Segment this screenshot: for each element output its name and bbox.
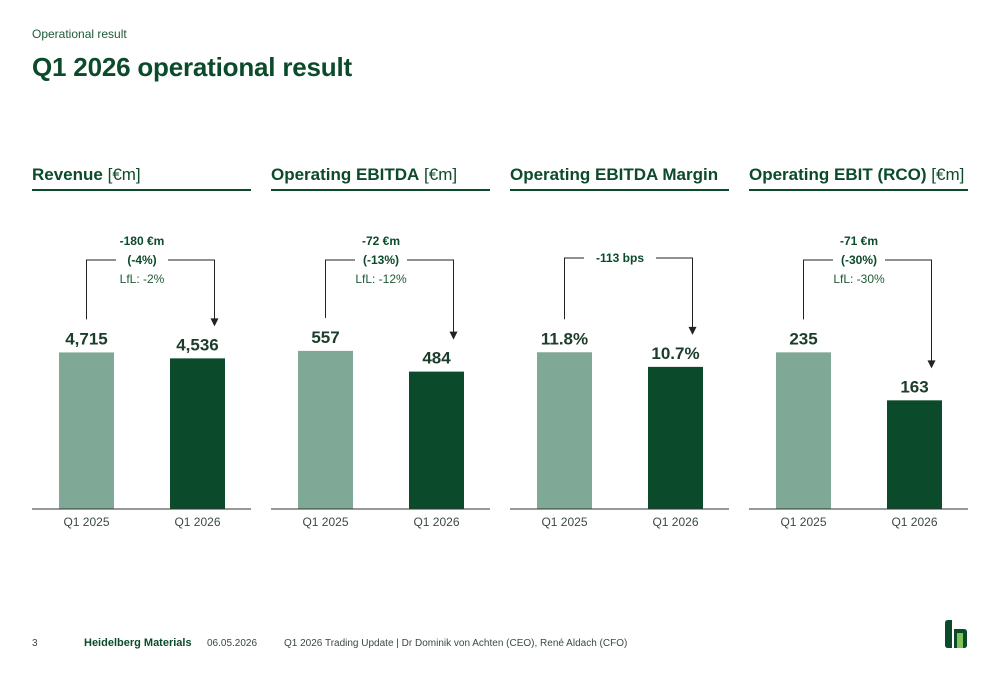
revenue-chart-bar-2 [170,358,225,509]
ebit-chart-annotation-2: (-30%) [841,253,877,267]
revenue-chart-title: Revenue [32,165,103,184]
revenue-chart-value-label-1: 4,715 [65,329,108,348]
revenue-chart-panel: Revenue [€m] 4,715 Q1 2025 4,536 Q1 2026 -18… [32,165,251,535]
footer-date: 06.05.2026 [207,638,258,649]
ebit-chart-bridge-line [803,259,932,362]
revenue-chart-unit: [€m] [102,165,141,184]
revenue-chart-annotation-1: -180 €m [120,234,165,248]
ebitda-chart-bridge-line [325,259,454,333]
section-label: Operational result [32,27,127,41]
brand-name: Heidelberg Materials [84,637,192,649]
revenue-chart: 4,715 Q1 2025 4,536 Q1 2026 -180 €m (-4%) LfL:… [32,234,251,529]
ebit-chart-bar-1 [776,352,831,509]
revenue-chart-value-label-2: 4,536 [176,335,219,354]
margin-chart: 11.8% Q1 2025 10.7% Q1 2026 -113 bps [510,251,729,529]
ebit-chart-unit: [€m] [926,165,965,184]
margin-chart-bridge-arrow [688,326,697,335]
ebit-chart-annotation-3: LfL: -30% [833,272,885,286]
revenue-chart-annotation-2: (-4%) [127,253,156,267]
margin-chart-bridge-line [564,257,693,328]
margin-chart-value-label-2: 10.7% [651,344,699,363]
ebitda-chart: 557 Q1 2025 484 Q1 2026 -72 €m (-13%) LfL: -12… [271,234,490,529]
ebit-chart-tick-label-2: Q1 2026 [891,515,937,529]
margin-chart-tick-label-2: Q1 2026 [652,515,698,529]
ebit-chart-value-label-2: 163 [900,377,928,396]
ebitda-chart-bar-1 [298,350,353,509]
ebitda-chart-bar-2 [409,371,464,509]
ebit-chart-annotation-1: -71 €m [840,234,878,248]
ebitda-chart-title: Operating EBITDA [271,165,420,184]
ebit-chart-value-label-1: 235 [789,329,817,348]
ebit-chart-bar-2 [887,400,942,509]
revenue-chart-bridge-arrow [210,318,219,327]
revenue-chart-tick-label-2: Q1 2026 [174,515,220,529]
revenue-chart-annotation-3: LfL: -2% [120,272,165,286]
footer-event: Q1 2026 Trading Update | Dr Dominik von … [284,638,628,649]
revenue-chart-bridge-line [86,259,215,320]
margin-chart-title: Operating EBITDA Margin [510,165,719,184]
ebit-chart-panel: Operating EBIT (RCO) [€m] 235 Q1 2025 163 Q… [749,165,968,535]
margin-chart-value-label-1: 11.8% [541,329,588,348]
ebitda-chart-bridge-arrow [449,331,458,340]
revenue-chart-header: Revenue [€m] [32,165,251,191]
margin-chart-panel: Operating EBITDA Margin 11.8% Q1 2025 10.7… [510,165,729,535]
margin-chart-tick-label-1: Q1 2025 [541,515,587,529]
margin-chart-bar-1 [537,352,592,509]
revenue-chart-tick-label-1: Q1 2025 [63,515,109,529]
ebitda-chart-value-label-1: 557 [311,328,339,347]
ebitda-chart-annotation-2: (-13%) [363,253,399,267]
ebitda-chart-value-label-2: 484 [422,349,451,368]
ebitda-chart-annotation-3: LfL: -12% [355,272,407,286]
ebitda-chart-annotation-1: -72 €m [362,234,400,248]
page-number: 3 [32,638,38,649]
heidelberg-logo-icon [945,620,967,648]
margin-chart-annotation-1: -113 bps [596,251,644,265]
ebitda-chart-panel: Operating EBITDA [€m] 557 Q1 2025 484 Q1 20… [271,165,490,535]
ebitda-chart-tick-label-2: Q1 2026 [413,515,459,529]
ebit-chart: 235 Q1 2025 163 Q1 2026 -71 €m (-30%) LfL: -30… [749,234,968,529]
margin-chart-bar-2 [648,366,703,509]
margin-chart-header: Operating EBITDA Margin [510,165,729,191]
ebit-chart-tick-label-1: Q1 2025 [780,515,826,529]
ebit-chart-title: Operating EBIT (RCO) [749,165,927,184]
ebitda-chart-unit: [€m] [419,165,458,184]
ebitda-chart-header: Operating EBITDA [€m] [271,165,490,191]
ebit-chart-bridge-arrow [927,360,936,369]
page-title: Q1 2026 operational result [32,52,352,82]
revenue-chart-bar-1 [59,352,114,509]
ebit-chart-header: Operating EBIT (RCO) [€m] [749,165,968,191]
ebitda-chart-tick-label-1: Q1 2025 [302,515,348,529]
